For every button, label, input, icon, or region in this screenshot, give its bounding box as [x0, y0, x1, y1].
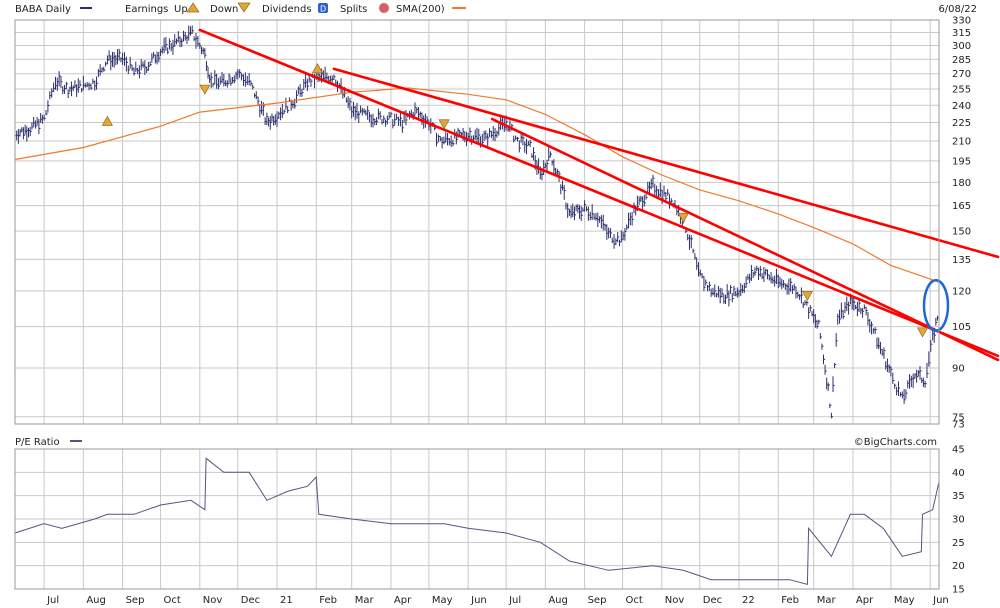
earnings-label: Earnings — [125, 4, 168, 15]
price-tick-label: 330 — [952, 16, 971, 27]
price-tick-label: 135 — [952, 255, 971, 266]
price-tick-label: 180 — [952, 178, 971, 189]
x-tick-label: Sep — [588, 595, 607, 606]
pe-panel-frame — [14, 448, 940, 590]
pe-tick-label: 25 — [952, 538, 965, 549]
pe-panel-grid — [15, 448, 939, 590]
x-tick-label: Dec — [241, 595, 260, 606]
earnings-down-marker — [801, 291, 813, 302]
symbol-label: BABA Daily — [15, 4, 71, 15]
x-tick-label: 22 — [742, 595, 755, 606]
lower-panel-header: P/E Ratio ©BigCharts.com — [15, 437, 937, 448]
price-tick-label: 315 — [952, 28, 971, 39]
price-tick-label: 165 — [952, 201, 971, 212]
x-tick-label: Mar — [817, 595, 837, 606]
x-tick-label: Oct — [626, 595, 643, 606]
x-tick-label: May — [894, 595, 915, 606]
x-tick-label: Feb — [781, 595, 799, 606]
pe-tick-label: 15 — [952, 585, 965, 596]
pe-panel: 45 40 35 30 25 20 15 — [14, 445, 965, 596]
x-tick-label: Jul — [508, 595, 521, 606]
x-tick-label: Apr — [394, 595, 412, 606]
price-tick-label: 285 — [952, 55, 971, 66]
earnings-markers — [101, 63, 929, 338]
x-tick-label: May — [432, 595, 453, 606]
pe-tick-label: 40 — [952, 468, 965, 479]
price-tick-label: 75 — [952, 412, 965, 423]
pe-tick-label: 30 — [952, 515, 965, 526]
pe-axis: 45 40 35 30 25 20 15 — [952, 445, 965, 596]
price-tick-label: 195 — [952, 156, 971, 167]
x-tick-label: Jul — [46, 595, 59, 606]
price-tick-label: 210 — [952, 137, 971, 148]
earnings-down-marker — [438, 119, 450, 130]
price-tick-label: 255 — [952, 85, 971, 96]
trendline — [332, 67, 1000, 259]
pe-tick-label: 35 — [952, 491, 965, 502]
price-tick-label: 240 — [952, 101, 971, 112]
earnings-up-marker — [101, 115, 113, 126]
trendlines — [198, 28, 1000, 362]
price-tick-label: 270 — [952, 69, 971, 80]
x-tick-label: 21 — [280, 595, 293, 606]
x-tick-label: Mar — [355, 595, 375, 606]
earnings-up-marker — [311, 63, 324, 74]
chart-date-label: 6/08/22 — [938, 4, 977, 15]
earnings-down-marker — [199, 84, 211, 95]
price-tick-label: 90 — [952, 363, 965, 374]
x-tick-label: Oct — [164, 595, 181, 606]
dividend-icon — [318, 3, 328, 13]
split-icon — [379, 3, 389, 13]
credit-label: ©BigCharts.com — [854, 437, 937, 448]
sma-label: SMA(200) — [396, 4, 445, 15]
pe-tick-label: 20 — [952, 561, 965, 572]
x-tick-label: Feb — [319, 595, 337, 606]
x-tick-label: Jun — [470, 595, 487, 606]
chart-header: BABA Daily Earnings Up Down Dividends D … — [15, 2, 977, 15]
x-tick-label: Aug — [86, 595, 106, 606]
price-tick-label: 105 — [952, 322, 971, 333]
earnings-down-marker — [916, 327, 929, 338]
price-tick-label: 300 — [952, 41, 971, 52]
pe-ratio-title: P/E Ratio — [15, 437, 60, 448]
splits-label: Splits — [340, 4, 367, 15]
sma-200-line — [14, 87, 940, 283]
price-tick-label: 120 — [952, 286, 971, 297]
highlight-circle — [922, 279, 950, 332]
earnings-up-icon — [186, 2, 200, 13]
trendline — [198, 28, 1000, 358]
x-tick-label: Dec — [703, 595, 722, 606]
x-tick-label: Nov — [203, 595, 223, 606]
x-tick-label: Apr — [856, 595, 874, 606]
earnings-down-marker — [677, 212, 689, 223]
dividend-icon-glyph: D — [320, 5, 326, 14]
price-panel-frame — [14, 19, 940, 425]
price-tick-label: 225 — [952, 118, 971, 129]
earnings-up-label: Up — [174, 4, 188, 15]
x-tick-label: Nov — [665, 595, 685, 606]
pe-tick-label: 45 — [952, 445, 965, 456]
price-tick-label: 150 — [952, 227, 971, 238]
pe-ratio-line — [14, 457, 940, 585]
earnings-down-icon — [237, 2, 251, 13]
x-tick-label: Sep — [126, 595, 145, 606]
x-tick-label: Jun — [932, 595, 949, 606]
x-tick-label: Aug — [548, 595, 568, 606]
trendline — [490, 117, 1000, 362]
earnings-down-label: Down — [210, 4, 238, 15]
dividends-label: Dividends — [262, 4, 312, 15]
x-axis: Jul Aug Sep Oct Nov Dec 21 Feb Mar Apr May Jun Jul Au… — [46, 595, 949, 606]
price-tick-label: 73 — [952, 420, 965, 431]
